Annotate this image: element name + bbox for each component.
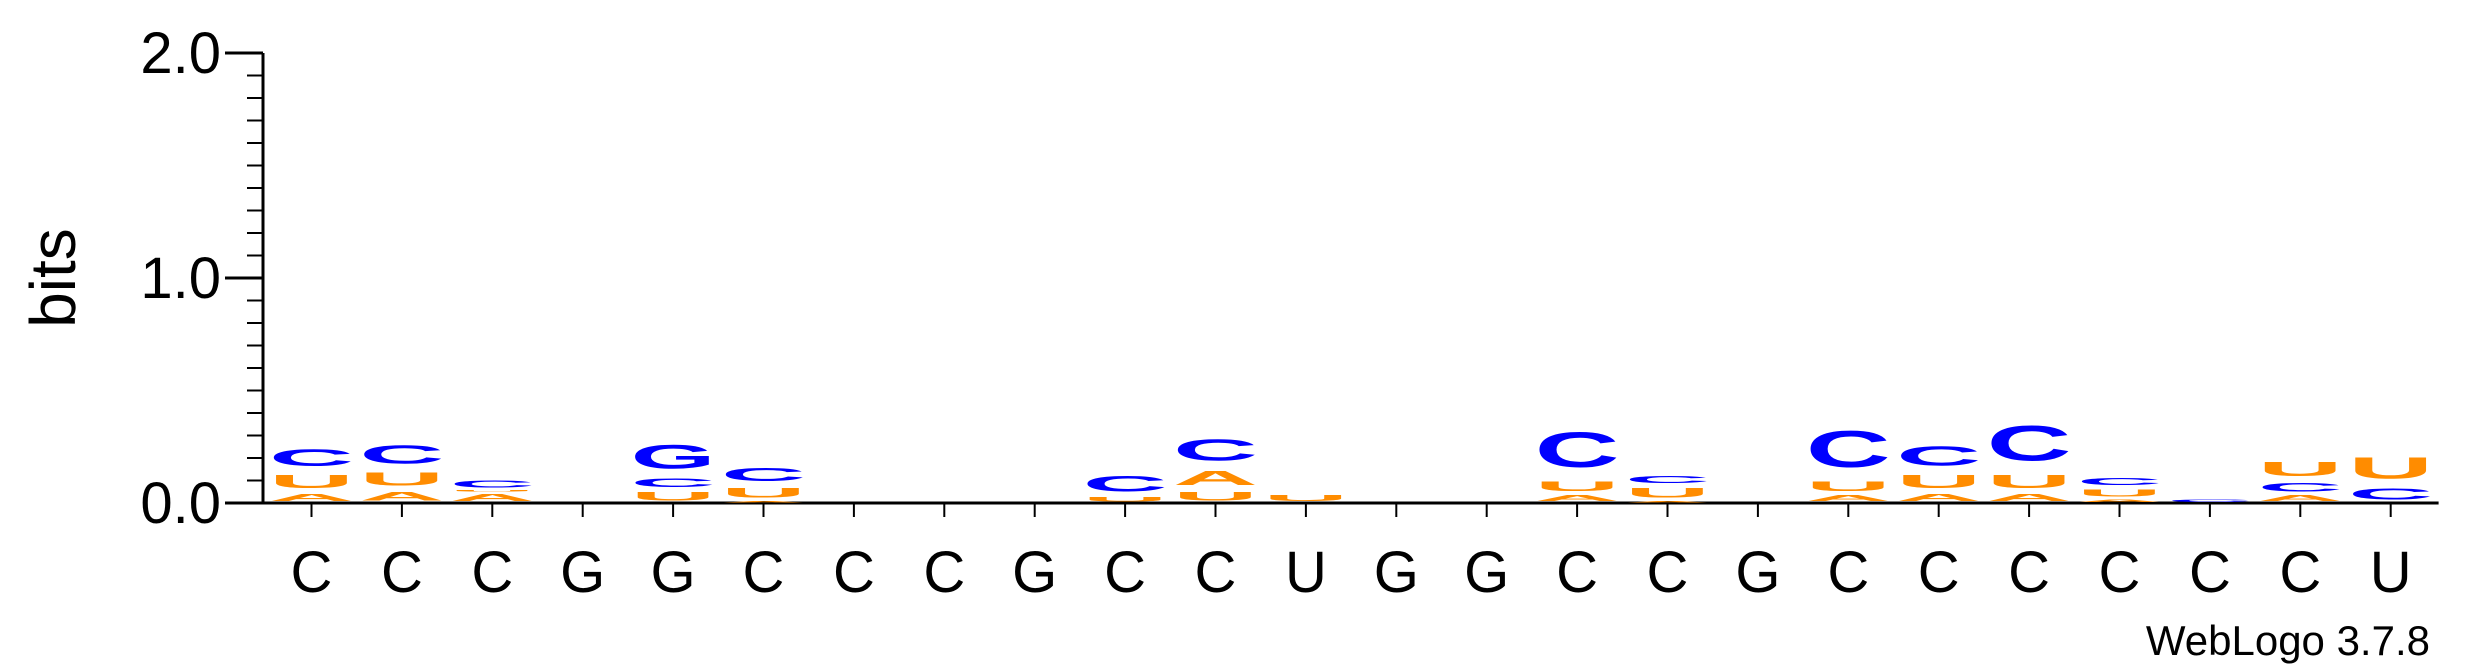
logo-glyph-U: U xyxy=(1896,471,1981,491)
x-tick-label: C xyxy=(1195,540,1237,605)
logo-glyph-A: A xyxy=(721,501,806,503)
logo-glyph-C: C xyxy=(359,440,444,469)
logo-glyph-U: U xyxy=(359,469,444,489)
x-tick-label: C xyxy=(2008,540,2050,605)
logo-glyph-C: C xyxy=(1535,422,1620,478)
logo-glyph-C: C xyxy=(2077,476,2162,487)
logo-glyph-A: A xyxy=(1806,494,1891,503)
y-tick-label: 0.0 xyxy=(140,471,221,536)
logo-glyph-C: C xyxy=(631,476,716,490)
logo-glyph-U: U xyxy=(1263,494,1348,503)
logo-glyph-A: A xyxy=(1987,492,2072,503)
x-tick-label: C xyxy=(291,540,333,605)
logo-glyph-C: C xyxy=(1083,471,1168,496)
x-tick-label: C xyxy=(833,540,875,605)
logo-glyph-C: C xyxy=(450,478,535,489)
logo-glyph-C: C xyxy=(1987,415,2072,471)
logo-glyph-U: U xyxy=(1173,489,1258,503)
axes: bits WebLogo 3.7.8 0.0 1.0 2.0 xyxy=(17,21,2439,664)
y-tick-label: 1.0 xyxy=(140,246,221,311)
x-tick-label: C xyxy=(1647,540,1689,605)
logo-glyph-A: A xyxy=(2077,498,2162,502)
logo-glyph-C: C xyxy=(1625,474,1710,485)
logo-glyph-U: U xyxy=(1806,478,1891,494)
x-tick-label: G xyxy=(560,540,605,605)
x-tick-label: G xyxy=(1735,540,1780,605)
logo-glyph-A: A xyxy=(269,492,354,503)
y-axis-label: bits xyxy=(17,228,89,328)
logo-glyph-U: U xyxy=(1987,471,2072,491)
x-tick-label: G xyxy=(1012,540,1057,605)
x-tick-label: C xyxy=(2189,540,2231,605)
logo-glyph-A: A xyxy=(1173,467,1258,489)
logo-glyph-C: C xyxy=(1896,440,1981,471)
x-tick-label: C xyxy=(381,540,423,605)
x-tick-label: C xyxy=(2279,540,2321,605)
logo-glyph-A: A xyxy=(359,489,444,503)
x-tick-label: C xyxy=(1556,540,1598,605)
x-tick-label: G xyxy=(1464,540,1509,605)
logo-glyph-U: U xyxy=(450,489,535,491)
logo-glyph-A: A xyxy=(2258,494,2343,503)
logo-glyph-U: U xyxy=(721,485,806,501)
logo-glyph-C: C xyxy=(1806,420,1891,478)
x-tick-label: C xyxy=(1827,540,1869,605)
x-tick-label: C xyxy=(1104,540,1146,605)
logo-glyph-U: U xyxy=(2258,458,2343,480)
x-tick-label: C xyxy=(471,540,513,605)
logo-glyph-U: U xyxy=(1083,496,1168,503)
x-tick-label: C xyxy=(1918,540,1960,605)
logo-glyph-A: A xyxy=(1625,501,1710,503)
logo-glyph-U: U xyxy=(1535,478,1620,494)
x-tick-label: G xyxy=(651,540,696,605)
logo-glyph-G: G xyxy=(631,438,716,476)
x-tick-label: U xyxy=(1285,540,1327,605)
logo-glyph-U: U xyxy=(1625,485,1710,501)
logo-glyph-C: C xyxy=(721,465,806,485)
logo-glyph-C: C xyxy=(1173,433,1258,467)
logo-glyph-U: U xyxy=(631,489,716,503)
logo-glyph-U: U xyxy=(2348,451,2433,485)
logo-glyph-U: U xyxy=(2077,487,2162,498)
x-tick-label: C xyxy=(743,540,785,605)
y-tick-label: 2.0 xyxy=(140,21,221,86)
logo-glyph-C: C xyxy=(269,445,354,472)
logo-glyph-A: A xyxy=(1535,494,1620,503)
x-tick-label: C xyxy=(923,540,965,605)
x-tick-label: U xyxy=(2370,540,2412,605)
x-tick-label: C xyxy=(2099,540,2141,605)
logo-glyph-C: C xyxy=(2258,480,2343,494)
logo-glyph-U: U xyxy=(269,471,354,491)
logo-glyph-C: C xyxy=(2167,498,2252,502)
logo-glyph-A: A xyxy=(1896,492,1981,503)
x-tick-label: G xyxy=(1374,540,1419,605)
credit-label: WebLogo 3.7.8 xyxy=(2146,617,2430,664)
logo-glyph-A: A xyxy=(450,492,535,503)
logo-glyph-C: C xyxy=(2348,485,2433,503)
